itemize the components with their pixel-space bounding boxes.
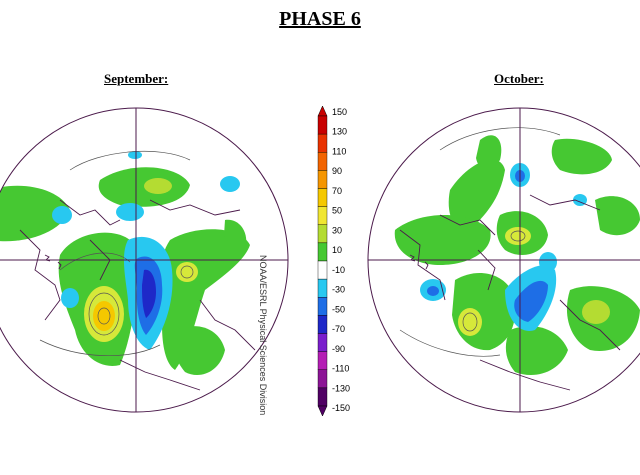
sep-anomaly-yellow-3 bbox=[144, 178, 172, 194]
colorbar-tick-label: 150 bbox=[332, 107, 347, 117]
colorbar-swatch bbox=[317, 297, 328, 316]
colorbar-swatch bbox=[317, 188, 328, 207]
oct-anomaly-blue-5 bbox=[539, 252, 557, 272]
credit-text: NOAA/ESRL Physical Sciences Division bbox=[258, 255, 268, 416]
oct-anomaly-green-7 bbox=[595, 196, 640, 236]
colorbar-tick-label: -50 bbox=[332, 304, 345, 314]
colorbar-tick-label: 110 bbox=[332, 146, 346, 156]
oct-anomaly-blue-3-core bbox=[427, 286, 439, 296]
oct-anomaly-yellow-2 bbox=[505, 227, 531, 245]
oct-anomaly-green-1 bbox=[448, 159, 505, 231]
colorbar-tick-label: -10 bbox=[332, 265, 345, 275]
oct-anomaly-green-6 bbox=[551, 138, 612, 175]
sep-anomaly-blue-2 bbox=[116, 203, 144, 221]
colorbar-tick-label: -30 bbox=[332, 285, 345, 295]
colorbar-swatch bbox=[317, 206, 328, 225]
colorbar-swatch bbox=[317, 315, 328, 334]
september-label: September: bbox=[104, 71, 169, 86]
colorbar-tick-label: 30 bbox=[332, 225, 342, 235]
colorbar-swatch bbox=[317, 278, 328, 298]
september-map bbox=[0, 108, 288, 412]
sep-anomaly-yellow-2 bbox=[176, 262, 198, 282]
colorbar-tick-label: 90 bbox=[332, 166, 342, 176]
sep-anomaly-blue-6 bbox=[128, 151, 142, 159]
oct-anomaly-yellow-3 bbox=[582, 300, 610, 324]
colorbar-swatch bbox=[317, 260, 328, 280]
colorbar-tick-label: 10 bbox=[332, 245, 342, 255]
colorbar-swatch bbox=[317, 170, 328, 189]
sep-anomaly-yellow-1-core bbox=[93, 301, 115, 331]
oct-anomaly-blue-1-core bbox=[514, 280, 548, 322]
colorbar-tick-label: -130 bbox=[332, 383, 350, 393]
colorbar-tick-label: -150 bbox=[332, 403, 350, 413]
colorbar-swatch bbox=[317, 333, 328, 352]
page-title: PHASE 6 bbox=[279, 8, 361, 30]
sep-anomaly-green-6 bbox=[173, 326, 225, 376]
colorbar-top-arrow bbox=[317, 105, 328, 117]
colorbar-tick-label: 70 bbox=[332, 186, 342, 196]
october-label: October: bbox=[494, 71, 544, 86]
colorbar-swatch bbox=[317, 224, 328, 244]
colorbar-tick-label: 130 bbox=[332, 127, 347, 137]
colorbar-swatch bbox=[317, 115, 328, 135]
colorbar-tick-label: 50 bbox=[332, 206, 342, 216]
oct-anomaly-green-3 bbox=[394, 215, 491, 265]
colorbar-swatch bbox=[317, 351, 328, 370]
october-map bbox=[368, 108, 640, 412]
sep-anomaly-blue-3 bbox=[52, 206, 72, 224]
colorbar-tick-label: -110 bbox=[332, 364, 349, 374]
sep-anomaly-green-1 bbox=[0, 185, 70, 242]
colorbar-tick-label: -90 bbox=[332, 344, 345, 354]
colorbar-swatch bbox=[317, 387, 328, 407]
sep-anomaly-green-5 bbox=[224, 219, 247, 247]
colorbar-swatch bbox=[317, 242, 328, 262]
colorbar-swatch bbox=[317, 133, 328, 153]
oct-anomaly-green-9 bbox=[505, 326, 568, 376]
colorbar-tick-label: -70 bbox=[332, 324, 345, 334]
colorbar-swatch bbox=[317, 369, 328, 389]
sep-anomaly-blue-5 bbox=[61, 288, 79, 308]
colorbar-swatch bbox=[317, 152, 328, 171]
oct-anomaly-green-2 bbox=[476, 135, 502, 170]
colorbar: 150 130 110 90 70 50 30 10 -10 -30 -50 -70 -90 -110 -1… bbox=[317, 105, 350, 417]
oct-anomaly-yellow-1 bbox=[458, 308, 482, 336]
sep-anomaly-blue-1-deep bbox=[142, 269, 156, 318]
sep-anomaly-blue-4 bbox=[220, 176, 240, 192]
colorbar-bottom-arrow bbox=[317, 405, 328, 417]
